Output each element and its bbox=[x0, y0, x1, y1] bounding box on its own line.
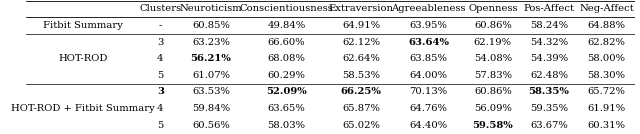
Text: 65.87%: 65.87% bbox=[342, 104, 380, 113]
Text: 58.00%: 58.00% bbox=[588, 54, 625, 63]
Text: 63.85%: 63.85% bbox=[410, 54, 447, 63]
Text: 5: 5 bbox=[157, 71, 163, 80]
Text: Neuroticism: Neuroticism bbox=[180, 4, 243, 14]
Text: 62.82%: 62.82% bbox=[588, 38, 625, 47]
Text: 60.86%: 60.86% bbox=[474, 21, 512, 30]
Text: 60.56%: 60.56% bbox=[192, 120, 230, 130]
Text: 62.19%: 62.19% bbox=[474, 38, 512, 47]
Text: 65.02%: 65.02% bbox=[342, 120, 380, 130]
Text: 65.72%: 65.72% bbox=[588, 87, 625, 96]
Text: 58.35%: 58.35% bbox=[529, 87, 570, 96]
Text: 68.08%: 68.08% bbox=[268, 54, 305, 63]
Text: 66.25%: 66.25% bbox=[340, 87, 381, 96]
Text: 58.24%: 58.24% bbox=[530, 21, 568, 30]
Text: 70.13%: 70.13% bbox=[410, 87, 448, 96]
Text: 56.21%: 56.21% bbox=[191, 54, 232, 63]
Text: 63.23%: 63.23% bbox=[192, 38, 230, 47]
Text: 54.39%: 54.39% bbox=[530, 54, 568, 63]
Text: HOT-ROD: HOT-ROD bbox=[59, 54, 108, 63]
Text: 61.07%: 61.07% bbox=[192, 71, 230, 80]
Text: 64.91%: 64.91% bbox=[342, 21, 380, 30]
Text: 54.08%: 54.08% bbox=[474, 54, 512, 63]
Text: 62.12%: 62.12% bbox=[342, 38, 380, 47]
Text: Conscientiousness: Conscientiousness bbox=[239, 4, 333, 14]
Text: 52.09%: 52.09% bbox=[266, 87, 307, 96]
Text: HOT-ROD + Fitbit Summary: HOT-ROD + Fitbit Summary bbox=[12, 104, 155, 113]
Text: 66.60%: 66.60% bbox=[268, 38, 305, 47]
Text: 64.00%: 64.00% bbox=[410, 71, 447, 80]
Text: 62.48%: 62.48% bbox=[530, 71, 568, 80]
Text: 49.84%: 49.84% bbox=[268, 21, 305, 30]
Text: Clusters: Clusters bbox=[139, 4, 181, 14]
Text: 61.91%: 61.91% bbox=[588, 104, 626, 113]
Text: 4: 4 bbox=[157, 54, 163, 63]
Text: 60.86%: 60.86% bbox=[474, 87, 512, 96]
Text: 3: 3 bbox=[157, 87, 164, 96]
Text: 59.84%: 59.84% bbox=[192, 104, 230, 113]
Text: 3: 3 bbox=[157, 38, 163, 47]
Text: Agreeableness: Agreeableness bbox=[392, 4, 466, 14]
Text: 63.67%: 63.67% bbox=[530, 120, 568, 130]
Text: Fitbit Summary: Fitbit Summary bbox=[44, 21, 123, 30]
Text: 57.83%: 57.83% bbox=[474, 71, 512, 80]
Text: 58.53%: 58.53% bbox=[342, 71, 380, 80]
Text: -: - bbox=[159, 21, 162, 30]
Text: 54.32%: 54.32% bbox=[530, 38, 568, 47]
Text: 63.64%: 63.64% bbox=[408, 38, 449, 47]
Text: 58.30%: 58.30% bbox=[588, 71, 625, 80]
Text: 64.88%: 64.88% bbox=[588, 21, 625, 30]
Text: 63.65%: 63.65% bbox=[268, 104, 305, 113]
Text: 60.31%: 60.31% bbox=[588, 120, 625, 130]
Text: Extraversion: Extraversion bbox=[328, 4, 394, 14]
Text: 64.76%: 64.76% bbox=[410, 104, 447, 113]
Text: 4: 4 bbox=[157, 104, 163, 113]
Text: 58.03%: 58.03% bbox=[268, 120, 305, 130]
Text: 5: 5 bbox=[157, 120, 163, 130]
Text: 56.09%: 56.09% bbox=[474, 104, 512, 113]
Text: 63.53%: 63.53% bbox=[192, 87, 230, 96]
Text: Openness: Openness bbox=[468, 4, 518, 14]
Text: Neg-Affect: Neg-Affect bbox=[579, 4, 634, 14]
Text: Pos-Affect: Pos-Affect bbox=[524, 4, 574, 14]
Text: 62.64%: 62.64% bbox=[342, 54, 380, 63]
Text: 63.95%: 63.95% bbox=[410, 21, 447, 30]
Text: 64.40%: 64.40% bbox=[410, 120, 448, 130]
Text: 60.85%: 60.85% bbox=[192, 21, 230, 30]
Text: 60.29%: 60.29% bbox=[268, 71, 305, 80]
Text: 59.35%: 59.35% bbox=[530, 104, 568, 113]
Text: 59.58%: 59.58% bbox=[472, 120, 513, 130]
